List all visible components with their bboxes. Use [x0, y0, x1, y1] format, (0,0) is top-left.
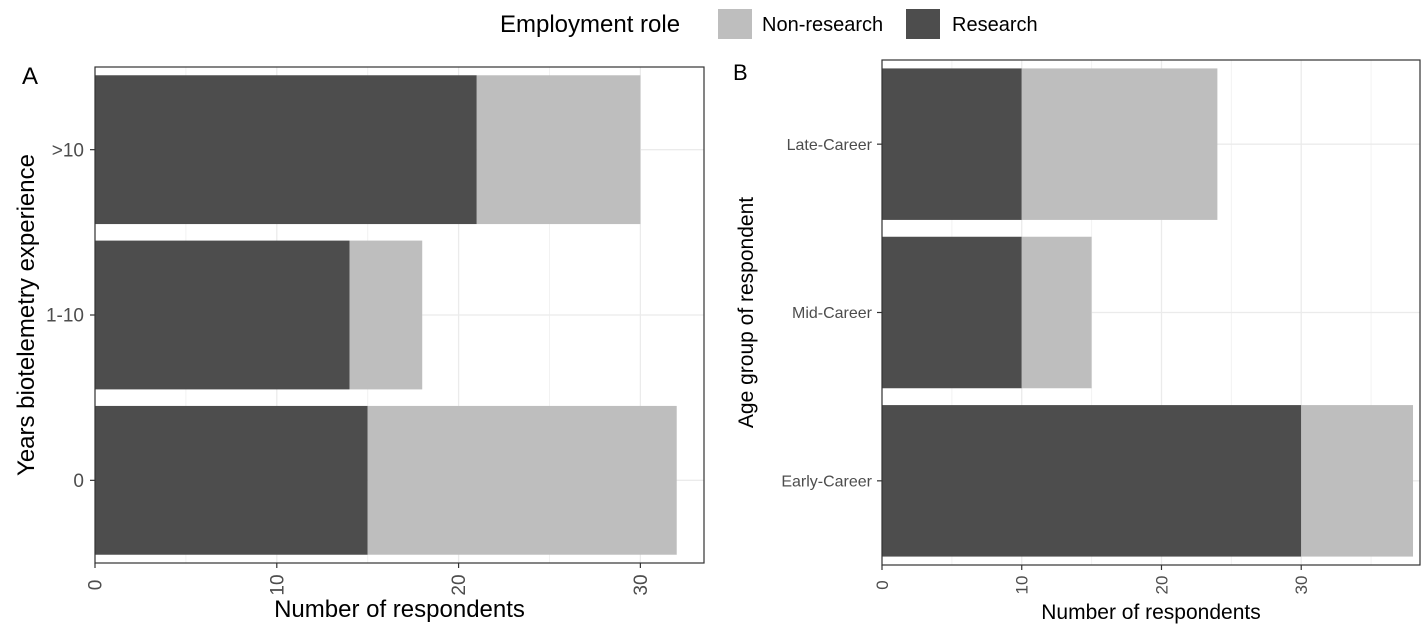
panel-b-x-tick-label: 10 [1013, 576, 1032, 595]
legend-key-research [906, 9, 940, 39]
panel-b-tag: B [733, 60, 748, 85]
panel-a-bar-non-research-2 [476, 75, 641, 225]
panel-b-bar-non-research-0 [1301, 405, 1414, 557]
panel-a-bar-non-research-0 [367, 405, 677, 555]
panel-b-x-axis-title: Number of respondents [1041, 601, 1260, 624]
panel-b-category-label: Early-Career [781, 473, 872, 490]
panel-a-category-label: >10 [52, 140, 84, 161]
panel-b-bar-research-1 [882, 236, 1022, 389]
panel-b-y-axis-title: Age group of respondent [735, 197, 758, 428]
panel-b-bar-research-2 [882, 68, 1022, 220]
panel-a-bar-research-1 [95, 240, 350, 390]
panel-b-category-label: Mid-Career [792, 305, 873, 322]
panel-a-category-label: 0 [73, 471, 84, 492]
panel-b-bar-non-research-2 [1021, 68, 1218, 220]
panel-a-x-tick-label: 30 [631, 574, 652, 595]
panel-b-x-tick-label: 0 [873, 580, 892, 589]
panel-b-x-tick-label: 20 [1152, 576, 1171, 595]
panel-a-bar-research-0 [95, 405, 368, 555]
panel-a-bar-research-2 [95, 75, 477, 225]
panel-a-bar-non-research-1 [349, 240, 423, 390]
panel-a-x-tick-label: 0 [86, 580, 107, 591]
legend-key-non-research [718, 9, 752, 39]
panel-b-x-tick-label: 30 [1292, 576, 1311, 595]
legend-label-non-research: Non-research [762, 14, 884, 36]
panel-a-x-tick-label: 10 [267, 574, 288, 595]
legend: Employment role Non-research Research [0, 0, 1422, 50]
panel-a-x-tick-label: 20 [449, 574, 470, 595]
panel-a-x-axis-title: Number of respondents [274, 596, 525, 623]
panel-a-y-axis-title: Years biotelemetry experience [13, 154, 40, 476]
panel-b-bar-non-research-1 [1021, 236, 1092, 389]
legend-label-research: Research [952, 14, 1038, 36]
panel-b-category-label: Late-Career [787, 137, 873, 154]
panel-a-category-label: 1-10 [46, 306, 84, 327]
panel-a-tag: A [22, 63, 38, 90]
legend-title: Employment role [500, 11, 681, 38]
panel-b-bar-research-0 [882, 405, 1302, 557]
